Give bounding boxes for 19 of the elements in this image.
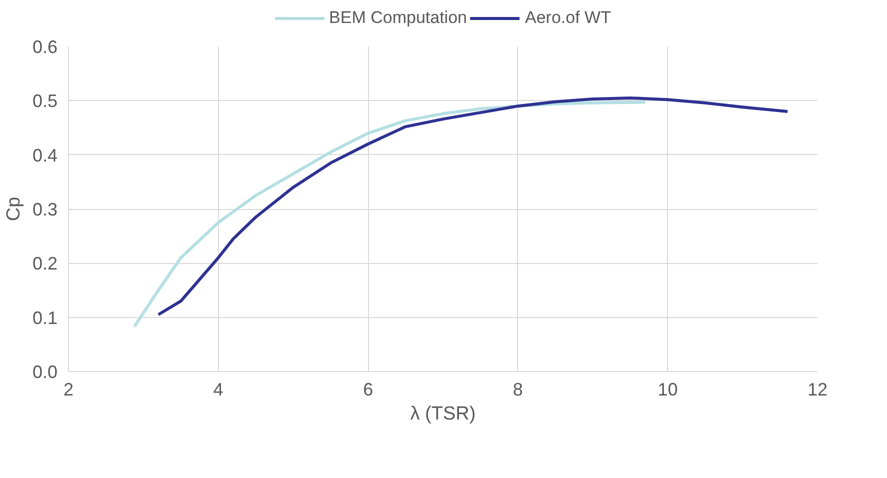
line-series — [156, 96, 790, 316]
y-tick-label: 0.2 — [32, 254, 58, 274]
y-tick-label: 0.3 — [32, 200, 58, 220]
x-tick-label: 4 — [213, 380, 224, 400]
x-tick-label: 6 — [363, 380, 374, 400]
x-tick-label: 12 — [807, 380, 828, 400]
x-tick-label: 8 — [512, 380, 523, 400]
y-tick-label: 0.6 — [32, 37, 58, 57]
line-series — [132, 100, 647, 328]
legend-label: Aero.of WT — [524, 8, 611, 28]
y-tick-label: 0.1 — [32, 308, 58, 328]
x-axis-title: λ (TSR) — [410, 404, 476, 424]
y-tick-label: 0.4 — [32, 145, 58, 166]
y-tick-label: 0.0 — [32, 362, 58, 382]
x-tick-label: 2 — [63, 380, 74, 400]
y-tick-label: 0.5 — [32, 91, 58, 112]
y-axis-title: Cp — [3, 196, 24, 222]
x-tick-label: 10 — [658, 380, 678, 400]
legend-label: BEM Computation — [329, 8, 467, 28]
